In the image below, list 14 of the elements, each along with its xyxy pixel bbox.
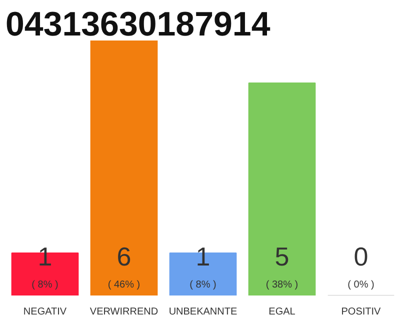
annotation: ( 8% ) [32, 280, 58, 290]
x-tick-label: NEGATIV [23, 306, 67, 318]
x-tick-label: POSITIV [341, 306, 382, 318]
data-label: 6 [116, 242, 132, 272]
annotation: ( 0% ) [348, 280, 374, 290]
chart-title: 04313630187914 [6, 6, 270, 44]
annotation: ( 46% ) [108, 280, 140, 290]
data-label: 5 [274, 242, 290, 272]
x-tick-label: EGAL [268, 306, 296, 318]
annotation: ( 38% ) [266, 280, 298, 290]
x-tick-label: UNBEKANNTE [168, 306, 238, 318]
annotation: ( 8% ) [190, 280, 216, 290]
x-tick-label: VERWIRREND [90, 306, 158, 318]
data-label: 0 [354, 242, 368, 272]
